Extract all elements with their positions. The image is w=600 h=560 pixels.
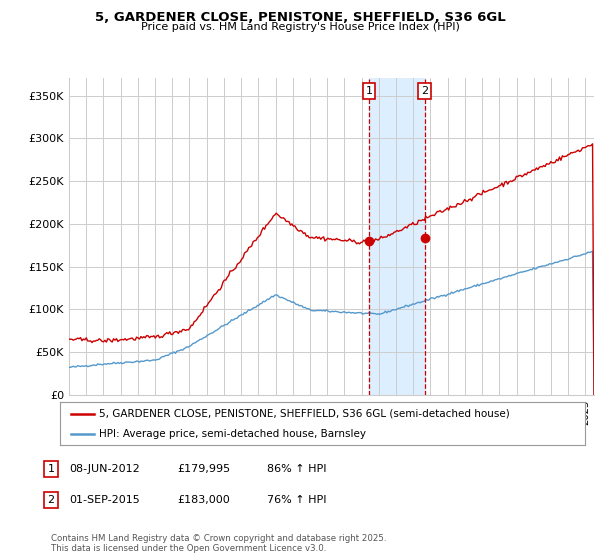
Text: Price paid vs. HM Land Registry's House Price Index (HPI): Price paid vs. HM Land Registry's House … xyxy=(140,22,460,32)
Text: 1: 1 xyxy=(365,86,373,96)
Text: 5, GARDENER CLOSE, PENISTONE, SHEFFIELD, S36 6GL: 5, GARDENER CLOSE, PENISTONE, SHEFFIELD,… xyxy=(95,11,505,24)
Text: £183,000: £183,000 xyxy=(177,495,230,505)
Text: 2: 2 xyxy=(421,86,428,96)
Text: 2: 2 xyxy=(47,495,55,505)
Text: 08-JUN-2012: 08-JUN-2012 xyxy=(69,464,140,474)
Text: 86% ↑ HPI: 86% ↑ HPI xyxy=(267,464,326,474)
Text: 01-SEP-2015: 01-SEP-2015 xyxy=(69,495,140,505)
Text: 5, GARDENER CLOSE, PENISTONE, SHEFFIELD, S36 6GL (semi-detached house): 5, GARDENER CLOSE, PENISTONE, SHEFFIELD,… xyxy=(100,409,510,419)
Bar xyxy=(369,78,425,395)
Text: £179,995: £179,995 xyxy=(177,464,230,474)
Text: Contains HM Land Registry data © Crown copyright and database right 2025.
This d: Contains HM Land Registry data © Crown c… xyxy=(51,534,386,553)
Text: 76% ↑ HPI: 76% ↑ HPI xyxy=(267,495,326,505)
Text: HPI: Average price, semi-detached house, Barnsley: HPI: Average price, semi-detached house,… xyxy=(100,430,367,439)
Text: 1: 1 xyxy=(47,464,55,474)
